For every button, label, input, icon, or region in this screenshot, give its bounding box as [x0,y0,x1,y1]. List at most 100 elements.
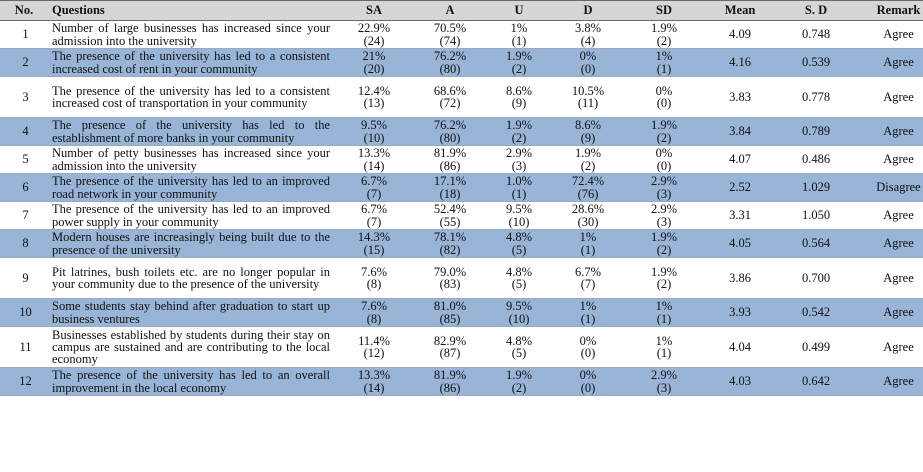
u-cell-percent: 1.9% [505,49,533,64]
a-cell: 76.2% (80) [412,48,488,77]
a-cell: 52.4% (55) [412,201,488,230]
u-cell-percent: 1% [510,21,528,36]
question-text: The presence of the university has led t… [48,201,336,230]
sa-cell-percent: 7.6% [360,264,388,279]
a-cell-percent: 52.4% [433,202,467,217]
d-cell-percent: 10.5% [571,83,605,98]
sd-cell: 2.9% (3) [626,173,702,202]
d-cell-count: (1) [580,311,596,326]
remark-cell: Agree [854,20,923,49]
sd-cell-percent: 2.9% [650,368,678,383]
sa-cell: 22.9% (24) [336,20,412,49]
d-cell: 6.7% (7) [550,257,626,299]
d-cell-count: (4) [580,33,596,48]
table-row: 5 Number of petty businesses has increase… [0,145,923,174]
sa-cell: 9.5% (10) [336,117,412,146]
a-cell-count: (80) [439,130,461,145]
sa-cell: 13.3% (14) [336,145,412,174]
a-cell-count: (55) [439,214,461,229]
d-cell-count: (76) [577,186,599,201]
u-cell: 1.9% (2) [488,48,550,77]
sd-cell-count: (1) [656,61,672,76]
a-cell: 17.1% (18) [412,173,488,202]
a-cell: 76.2% (80) [412,117,488,146]
d-cell: 8.6% (9) [550,117,626,146]
sa-cell-percent: 22.9% [357,21,391,36]
survey-results-table: No. Questions SA A U D SD Mean S. D Rema… [0,0,923,396]
table-row: 9 Pit latrines, bush toilets etc. are no … [0,257,923,299]
u-cell-count: (1) [511,186,527,201]
sa-cell: 7.6% (8) [336,298,412,327]
sd-cell-count: (2) [656,242,672,257]
sd-cell-count: (1) [656,311,672,326]
d-cell: 0% (0) [550,367,626,396]
a-cell: 81.9% (86) [412,145,488,174]
a-cell: 81.9% (86) [412,367,488,396]
u-cell-percent: 8.6% [505,83,533,98]
sd-cell: 2.9% (3) [626,367,702,396]
row-number: 12 [0,367,48,396]
a-cell-percent: 81.0% [433,299,467,314]
sa-cell-count: (7) [366,214,382,229]
a-cell-percent: 68.6% [433,83,467,98]
mean-cell: 4.07 [702,145,778,174]
header-sa: SA [336,0,412,21]
a-cell: 78.1% (82) [412,229,488,258]
sa-cell-percent: 6.7% [360,202,388,217]
table-row: 7 The presence of the university has led … [0,201,923,230]
std-cell: 0.539 [778,48,854,77]
mean-cell: 3.31 [702,201,778,230]
std-cell: 1.050 [778,201,854,230]
sd-cell: 1.9% (2) [626,20,702,49]
std-cell: 0.542 [778,298,854,327]
a-cell-count: (87) [439,346,461,360]
sa-cell: 21% (20) [336,48,412,77]
table-row: 1 Number of large businesses has increase… [0,20,923,49]
a-cell-count: (86) [439,380,461,395]
sa-cell-count: (10) [363,130,385,145]
a-cell-count: (82) [439,242,461,257]
d-cell-percent: 8.6% [574,118,602,133]
sa-cell-percent: 12.4% [357,83,391,98]
table-row: 8 Modern houses are increasingly being bu… [0,229,923,258]
remark-cell: Agree [854,201,923,230]
sa-cell-percent: 6.7% [360,174,388,189]
mean-cell: 3.84 [702,117,778,146]
u-cell-percent: 9.5% [505,299,533,314]
sd-cell-percent: 1.9% [650,21,678,36]
sd-cell-count: (3) [656,380,672,395]
u-cell: 9.5% (10) [488,298,550,327]
row-number: 1 [0,20,48,49]
u-cell-count: (10) [508,214,530,229]
u-cell-count: (9) [511,96,527,110]
sd-cell-percent: 0% [655,146,673,161]
sd-cell-count: (0) [656,96,672,110]
d-cell: 1.9% (2) [550,145,626,174]
d-cell: 1% (1) [550,298,626,327]
a-cell-count: (18) [439,186,461,201]
u-cell: 9.5% (10) [488,201,550,230]
sd-cell: 1% (1) [626,326,702,368]
question-text: Pit latrines, bush toilets etc. are no l… [48,257,336,299]
std-cell: 0.486 [778,145,854,174]
row-number: 7 [0,201,48,230]
header-remark: Remark [854,0,923,21]
std-cell: 0.748 [778,20,854,49]
sa-cell-percent: 14.3% [357,230,391,245]
d-cell-count: (0) [580,61,596,76]
d-cell-percent: 6.7% [574,264,602,279]
d-cell-count: (1) [580,242,596,257]
d-cell-percent: 0% [579,49,597,64]
question-text: The presence of the university has led t… [48,117,336,146]
std-cell: 1.029 [778,173,854,202]
table-body: 1 Number of large businesses has increase… [0,20,923,396]
question-text: Some students stay behind after graduati… [48,298,336,327]
a-cell-percent: 17.1% [433,174,467,189]
sd-cell: 1.9% (2) [626,229,702,258]
sd-cell-count: (2) [656,130,672,145]
sa-cell-percent: 21% [362,49,386,64]
u-cell-percent: 9.5% [505,202,533,217]
d-cell-count: (11) [577,96,599,110]
row-number: 8 [0,229,48,258]
row-number: 11 [0,326,48,368]
